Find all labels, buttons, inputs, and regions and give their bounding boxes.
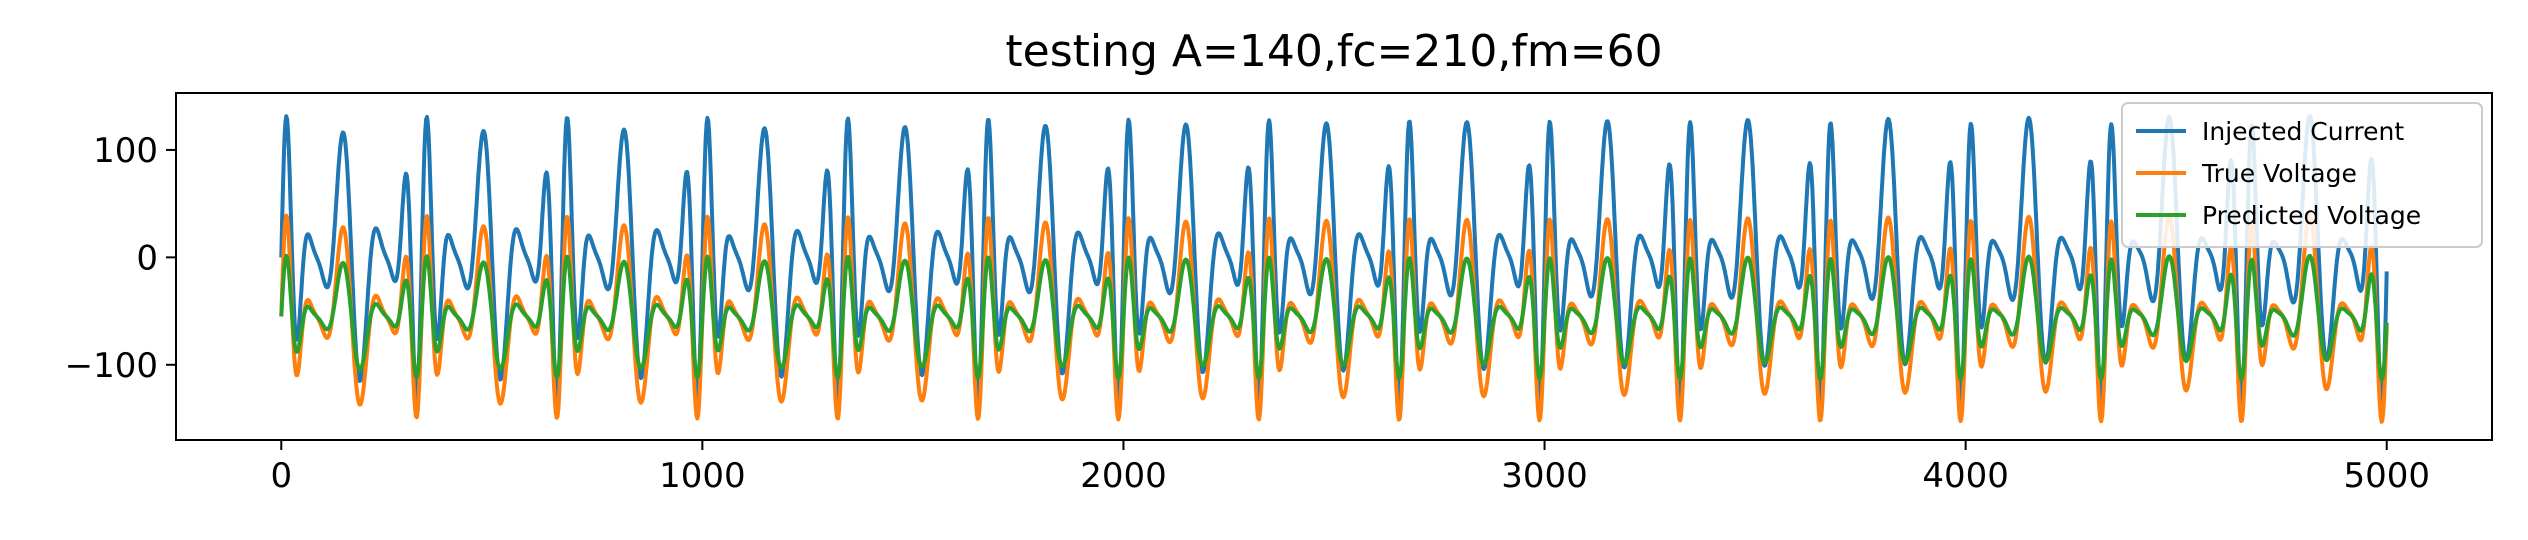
legend-label: Predicted Voltage [2202, 201, 2421, 230]
series-line-injected-current [279, 114, 2389, 407]
x-tick-label: 4000 [1922, 456, 2009, 496]
plot-area [175, 92, 2493, 441]
x-tick-label: 2000 [1080, 456, 1167, 496]
y-tick-label: 0 [136, 238, 158, 278]
x-tick-label: 3000 [1501, 456, 1588, 496]
x-axis: 0 1000 2000 3000 4000 5000 [270, 440, 2430, 496]
x-tick-label: 0 [270, 456, 292, 496]
chart-title: testing A=140,fc=210,fm=60 [1005, 26, 1662, 77]
legend-box [2121, 102, 2483, 248]
legend-label: Injected Current [2202, 117, 2404, 146]
legend: Injected Current True Voltage Predicted Vo… [2121, 102, 2483, 248]
series-line-predicted-voltage [279, 253, 2389, 382]
x-tick-label: 1000 [659, 456, 746, 496]
legend-label: True Voltage [2201, 159, 2357, 188]
series-layer [279, 114, 2389, 424]
y-axis: 100 0 −100 [65, 131, 176, 386]
y-tick-label: −100 [65, 346, 158, 386]
x-tick-label: 5000 [2343, 456, 2430, 496]
y-tick-label: 100 [93, 131, 158, 171]
